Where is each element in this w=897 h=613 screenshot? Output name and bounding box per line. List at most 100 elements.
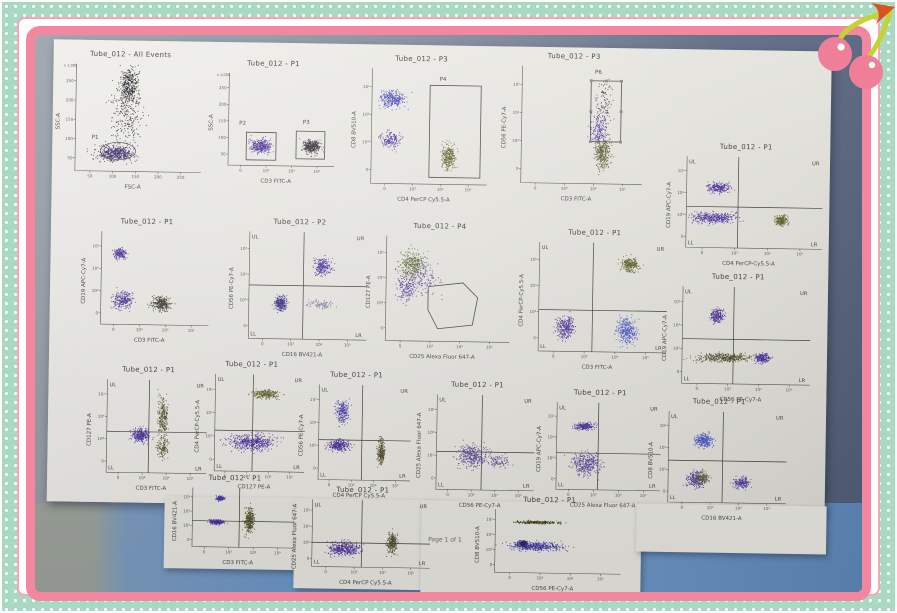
quadrant-label: LR: [655, 346, 662, 352]
flow-plot-cell[interactable]: Tube_012 - P1 CD19 APC-Cy7-A CD25 Alexa Fl…: [535, 388, 665, 510]
x-tick-label: 0: [696, 386, 699, 391]
quadrant-label: LR: [293, 465, 300, 471]
flow-plot-cell[interactable]: Tube_012 - P3 CD56 PE-Cy7-A CD3 FITC-A 0 10³…: [499, 51, 646, 203]
scatter-plot: 0 10³ 10⁴ 10⁵ 0 10³ 10⁴ 10⁵ UL UR LL LR: [205, 373, 305, 480]
plot-title: Tube_012 - P1: [208, 473, 262, 483]
y-tick-label: 0: [366, 167, 369, 172]
event-dots: [219, 388, 285, 455]
x-tick-label: 10⁵: [274, 550, 281, 555]
quadrant-label: LL: [250, 331, 256, 337]
y-tick-label: 150: [218, 118, 226, 123]
y-tick-label: 10⁴: [486, 532, 493, 537]
gate-region[interactable]: [427, 282, 479, 330]
flow-plot-cell[interactable]: Tube_012 - P1 CD56 PE-Cy7-A CD4 PerCP Cy5.…: [297, 370, 415, 500]
quadrant-label: UL: [218, 377, 225, 383]
gate-handle[interactable]: [604, 79, 608, 83]
event-dots: [324, 528, 399, 559]
flow-plot-cell[interactable]: Tube_012 - P1 CD25 Alexa Fluor 647-A CD56 …: [415, 380, 539, 510]
gate-region[interactable]: [428, 84, 482, 179]
scatter-plot: 50 100 150 200 250 50 100 150 200 250 x 1,000 P1: [64, 63, 201, 180]
quadrant-label: LR: [811, 242, 818, 248]
flow-plot-cell[interactable]: Tube_012 - P1 CD8 BV510-A CD56 PE-Cy7-A 0 10…: [473, 495, 624, 592]
flow-plot-cell[interactable]: Tube_012 - P1 CD19 APC-Cy7-A CD4 PerCP-Cy5…: [664, 142, 826, 268]
plot-title: Tube_012 - P1: [719, 142, 773, 152]
x-tick-label: 10³: [561, 186, 568, 191]
flow-plot-cell[interactable]: Tube_012 - All Events SSC-A FSC-A 50 100 150 2…: [54, 49, 206, 191]
x-tick-label: 0: [224, 474, 227, 479]
x-tick-label: 0: [324, 569, 327, 574]
quadrant-label: LR: [649, 484, 656, 490]
scatter-plot: 0 10³ 10⁴ 10⁵ 0 10³ 10⁴ 10⁵ UL UR LL LR: [427, 394, 535, 498]
y-tick-label: 10⁵: [240, 246, 247, 251]
gate-handle[interactable]: [619, 140, 623, 144]
event-dots: [248, 135, 325, 158]
y-tick-label: 10³: [677, 212, 684, 217]
gate-region[interactable]: [295, 130, 326, 160]
gate-handle[interactable]: [589, 109, 593, 113]
x-tick-label: 0: [112, 327, 115, 332]
quadrant-label: LL: [688, 240, 694, 246]
gate-label: P4: [440, 77, 447, 83]
x-tick-label: 10⁴: [755, 387, 762, 392]
y-tick-label: 10³: [486, 547, 493, 552]
y-tick-label: 0: [677, 369, 680, 374]
event-dots: [271, 254, 338, 314]
y-tick-label: 10³: [309, 443, 316, 448]
scatter-plot: 0 10³ 10⁴ 10⁵ 0 10³ 10⁴ 10⁵ UL UR LL LR: [547, 402, 661, 498]
y-tick-label: 150: [65, 117, 73, 122]
y-tick-label: 50: [221, 151, 227, 156]
x-tick-label: 10⁵: [486, 345, 493, 350]
gate-handle[interactable]: [588, 140, 592, 144]
flow-plot-cell[interactable]: Tube_012 - P1 CD4 PerCP-Cy5.5-A CD3 FITC-A…: [517, 228, 671, 372]
x-tick-label: 10⁴: [163, 476, 170, 481]
gate-handle[interactable]: [620, 79, 623, 83]
x-tick-label: 10³: [351, 570, 358, 575]
y-tick-label: 10⁴: [513, 110, 520, 115]
x-tick-label: 10⁴: [611, 355, 618, 360]
event-dots: [378, 88, 459, 172]
y-tick-label: 10⁵: [674, 299, 681, 304]
plot-title: Tube_012 - P4: [413, 221, 467, 231]
event-dots: [688, 180, 790, 227]
x-tick-label: 10⁵: [619, 187, 626, 192]
y-tick-label: 10³: [97, 436, 104, 441]
x-tick-label: 10³: [581, 354, 588, 359]
quadrant-label: LL: [558, 482, 564, 488]
x-tick-label: 10³: [536, 575, 543, 580]
y-tick-label: 10⁴: [547, 434, 554, 439]
x-tick-label: 0: [567, 492, 570, 497]
quadrant-label: UL: [542, 245, 549, 251]
x-tick-label: 10⁴: [250, 550, 257, 555]
gate-region[interactable]: [245, 131, 277, 161]
event-dots: [452, 439, 514, 472]
x-tick-label: 10³: [409, 186, 416, 191]
flow-plot-cell[interactable]: Tube_012 - P1 CD8 BV510-A CD16 BV421-A 0 10³…: [646, 397, 790, 523]
x-tick-label: 10⁵: [796, 251, 803, 256]
quadrant-label: UL: [689, 159, 696, 165]
x-tick-label: 10⁴: [735, 506, 742, 511]
plot-title: Tube_012 - P1: [336, 485, 390, 495]
worksheet-page: Tube_012 - All Events SSC-A FSC-A 50 100 150 2…: [35, 35, 862, 592]
y-tick-label: 0: [551, 476, 554, 481]
monitor-photo: Tube_012 - All Events SSC-A FSC-A 50 100 150 2…: [35, 35, 862, 592]
gate-region[interactable]: [100, 142, 136, 160]
x-tick-label: 0: [552, 354, 555, 359]
gate-handle[interactable]: [589, 79, 593, 83]
y-tick-label: 0: [681, 234, 684, 239]
quadrant-label: UL: [315, 502, 322, 508]
flow-plot-cell[interactable]: Tube_012 - P1 CD16 BV421-A CD3 FITC-A 0 10³ 1…: [171, 473, 298, 567]
flow-plot-cell[interactable]: Tube_012 - P2 CD56 PE-Cy7-A CD16 BV421-A 0 1…: [227, 217, 371, 359]
flow-plot-cell[interactable]: Tube_012 - P1 CD19 APC-Cy7-A CD3 FITC-A 0 10…: [79, 217, 213, 345]
flow-plot-cell[interactable]: Tube_012 - P1 CD25 Alexa Fluor 647-A CD4 P…: [290, 485, 434, 587]
y-tick-label: 10³: [240, 297, 247, 302]
gate-handle[interactable]: [619, 110, 623, 114]
flow-plot-cell[interactable]: Tube_012 - P4 CD127 PE-A CD25 Alexa Fluor …: [364, 221, 514, 361]
x-tick-label: 0: [680, 505, 683, 510]
y-tick-label: 200: [219, 102, 227, 107]
flow-plot-cell[interactable]: Tube_012 - P1 CD19 APC-Cy7-A CD56 PE-Cy7-A…: [660, 272, 814, 404]
flow-plot-cell[interactable]: Tube_012 - P1 CD4 PerCP-Cy5.5-A CD127 PE-A…: [193, 360, 309, 492]
gate-region[interactable]: [589, 80, 622, 143]
flow-plot-cell[interactable]: Tube_012 - P1 SSC-A CD3 FITC-A 50 100 150 200 2…: [207, 59, 339, 186]
flow-plot-cell[interactable]: Tube_012 - P3 CD8 BV510-A CD4 PerCP Cy5.5-…: [349, 54, 491, 204]
flow-plot-cell[interactable]: Tube_012 - P1 CD127 PE-A CD3 FITC-A 0 10³ 10⁴…: [85, 365, 211, 493]
